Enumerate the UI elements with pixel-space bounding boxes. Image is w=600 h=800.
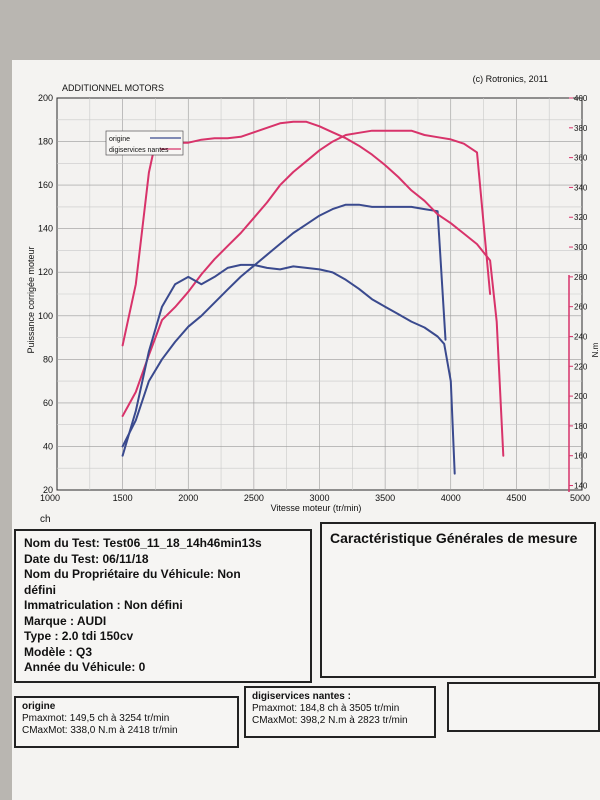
y2-tick-label: 260: [574, 303, 588, 312]
results-digi-pmax: Pmaxmot: 184,8 ch à 3505 tr/min: [252, 703, 400, 714]
y-tick-label: 160: [38, 180, 53, 190]
x-tick-label: 3500: [375, 493, 395, 503]
y2-tick-label: 180: [574, 422, 588, 431]
x-tick-label: 1000: [40, 493, 60, 503]
x-tick-label: 2000: [178, 493, 198, 503]
test-info-panel: Nom du Test: Test06_11_18_14h46min13s Da…: [14, 529, 312, 683]
y2-tick-label: 320: [574, 213, 588, 222]
y2-tick-label: 200: [574, 392, 588, 401]
x-tick-label: 3000: [309, 493, 329, 503]
info-test-date: Date du Test: 06/11/18: [24, 551, 149, 566]
measure-info-title: Caractéristique Générales de mesure: [330, 530, 578, 546]
y-tick-labels: 20 40 60 80 100 120 140 160 180 200: [38, 93, 53, 495]
results-digi-panel: digiservices nantes : Pmaxmot: 184,8 ch …: [244, 686, 436, 738]
results-digi-title: digiservices nantes :: [252, 691, 351, 702]
y2-tick-label: 160: [574, 452, 588, 461]
y2-unit-label: N.m: [591, 342, 600, 357]
y2-tick-label: 220: [574, 362, 588, 371]
y2-tick-label: 300: [574, 243, 588, 252]
x-tick-label: 2500: [244, 493, 264, 503]
plot-grid: [57, 98, 582, 490]
y-tick-label: 20: [43, 485, 53, 495]
y-tick-label: 100: [38, 311, 53, 321]
y2-tick-label: 340: [574, 183, 588, 192]
y2-tick-label: 380: [574, 124, 588, 133]
series-origine-power: [121, 203, 447, 448]
empty-results-box: [447, 682, 600, 732]
y-tick-label: 140: [38, 224, 53, 234]
x-axis-label: Vitesse moteur (tr/min): [271, 503, 362, 513]
y2-tick-labels: 140 160 180 200 220 240 260 280 300 320 340 360 380 4…: [569, 94, 588, 491]
series-origine-torque: [121, 263, 456, 475]
info-registration: Immatriculation : Non défini: [24, 598, 183, 612]
x-tick-label: 4000: [441, 493, 461, 503]
y-tick-label: 180: [38, 137, 53, 147]
chart-header-right: (c) Rotronics, 2011: [473, 74, 548, 84]
y2-tick-label: 360: [574, 154, 588, 163]
info-test-name: Nom du Test: Test06_11_18_14h46min13s: [24, 536, 262, 550]
x-tick-label: 1500: [113, 493, 133, 503]
legend-entry-origine: origine: [109, 136, 130, 143]
y2-tick-label: 240: [574, 332, 588, 341]
y2-tick-label: 280: [574, 273, 588, 282]
results-origine-title: origine: [22, 701, 56, 712]
y-tick-label: 60: [43, 398, 53, 408]
x-tick-labels: 1000 1500 2000 2500 3000 3500 4000 4500 5000: [40, 493, 590, 503]
chart-header-left: ADDITIONNEL MOTORS: [62, 83, 164, 93]
legend: origine digiservices nantes: [105, 130, 184, 156]
x-unit-label: ch: [40, 514, 51, 525]
results-origine-pmax: Pmaxmot: 149,5 ch à 3254 tr/min: [22, 713, 170, 724]
y2-tick-label: 140: [574, 482, 588, 491]
y-tick-label: 120: [38, 267, 53, 277]
info-type: Type : 2.0 tdi 150cv: [24, 629, 134, 643]
info-owner-cont: défini: [24, 582, 56, 597]
y-tick-label: 40: [43, 441, 53, 451]
y-tick-label: 200: [38, 93, 53, 103]
x-tick-label: 4500: [506, 493, 526, 503]
info-owner: Nom du Propriétaire du Véhicule: Non: [24, 567, 241, 581]
results-origine-panel: origine Pmaxmot: 149,5 ch à 3254 tr/min …: [14, 696, 239, 748]
info-year: Année du Véhicule: 0: [24, 660, 146, 674]
legend-entry-digiservices: digiservices nantes: [109, 147, 169, 154]
y2-tick-label: 400: [574, 94, 588, 103]
info-brand: Marque : AUDI: [24, 613, 107, 628]
x-tick-label: 5000: [570, 493, 590, 503]
y-axis-label: Puissance corrigée moteur: [26, 246, 36, 353]
series-digiservices-power: [121, 129, 492, 417]
info-model: Modèle : Q3: [24, 644, 93, 659]
results-digi-cmax: CMaxMot: 398,2 N.m à 2823 tr/min: [252, 715, 408, 726]
y-tick-label: 80: [43, 354, 53, 364]
results-origine-cmax: CMaxMot: 338,0 N.m à 2418 tr/min: [22, 725, 178, 736]
measure-info-panel: Caractéristique Générales de mesure: [320, 522, 596, 678]
